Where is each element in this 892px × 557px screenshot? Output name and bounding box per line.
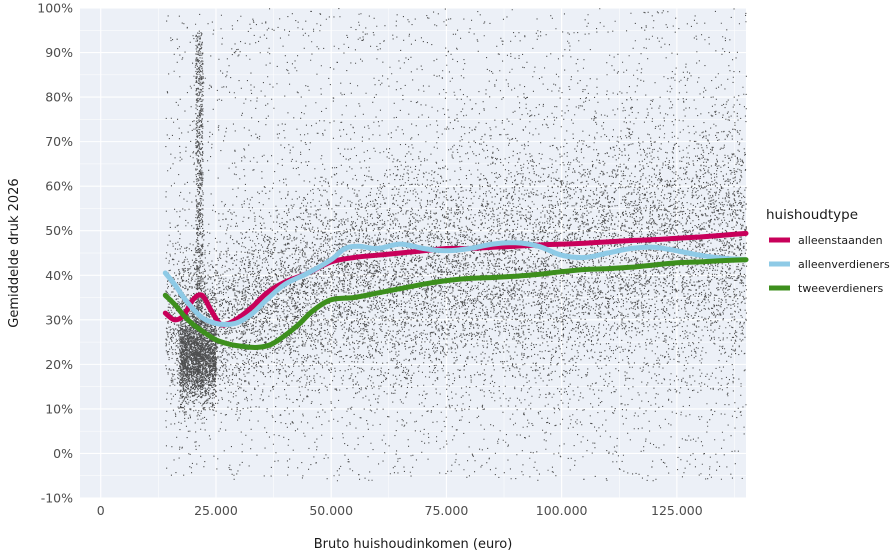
legend-label-tweeverdieners: tweeverdieners xyxy=(798,282,884,295)
x-tick-label: 100.000 xyxy=(536,503,588,518)
y-tick-label: 50% xyxy=(45,223,73,238)
y-tick-label: 90% xyxy=(45,45,73,60)
x-tick-label: 25.000 xyxy=(194,503,238,518)
y-tick-label: 40% xyxy=(45,268,73,283)
x-tick-label: 75.000 xyxy=(425,503,469,518)
x-tick-label: 50.000 xyxy=(309,503,353,518)
y-axis-title: Gemiddelde druk 2026 xyxy=(7,178,22,327)
y-tick-label: -10% xyxy=(41,491,73,506)
trend-line-alleenverdieners xyxy=(162,240,749,328)
y-tick-label: 100% xyxy=(37,1,73,16)
trend-line-tweeverdieners xyxy=(162,257,749,351)
x-axis: 0 25.000 50.000 75.000 100.000 125.000 xyxy=(97,503,703,518)
y-tick-label: 20% xyxy=(45,357,73,372)
scatter-point-cloud xyxy=(165,8,748,482)
y-tick-label: 60% xyxy=(45,179,73,194)
legend-label-alleenstaanden: alleenstaanden xyxy=(798,234,883,247)
y-tick-label: 0% xyxy=(53,446,73,461)
legend-title: huishoudtype xyxy=(766,207,858,223)
y-tick-label: 70% xyxy=(45,134,73,149)
x-tick-label: 0 xyxy=(97,503,105,518)
y-tick-label: 10% xyxy=(45,401,73,416)
legend: huishoudtype alleenstaanden alleenverdien… xyxy=(766,207,890,295)
legend-label-alleenverdieners: alleenverdieners xyxy=(798,258,890,271)
trend-line-alleenstaanden xyxy=(162,230,749,328)
y-tick-label: 30% xyxy=(45,312,73,327)
y-tick-label: 80% xyxy=(45,90,73,105)
trend-lines xyxy=(162,230,749,351)
x-tick-label: 125.000 xyxy=(651,503,703,518)
x-axis-title: Bruto huishoudinkomen (euro) xyxy=(314,537,513,552)
y-axis: -10% 0% 10% 20% 30% 40% 50% 60% 70% 80% 90% 100% xyxy=(37,1,73,506)
scatter-points xyxy=(165,8,748,482)
